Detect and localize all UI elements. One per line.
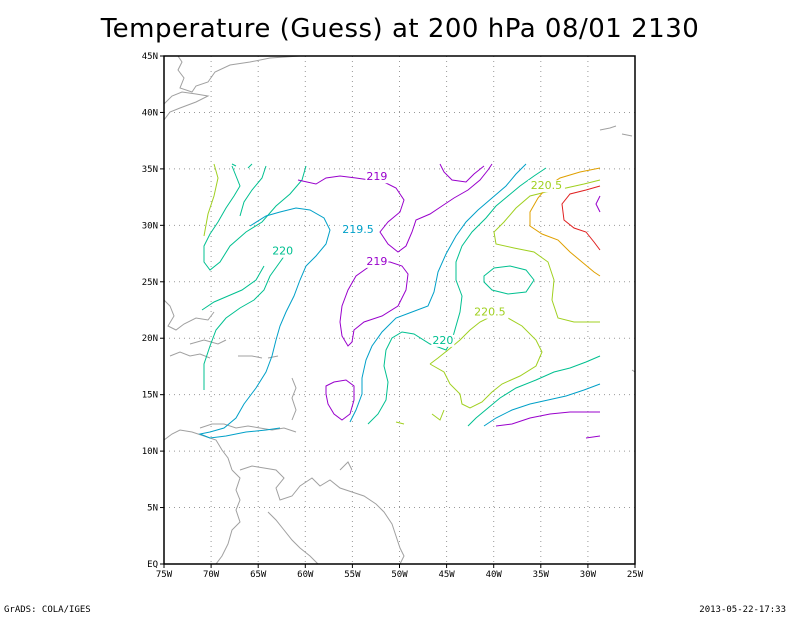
contour-219-north — [297, 163, 493, 253]
contour-220-lower — [203, 247, 291, 390]
lat-tick-label: 10N — [142, 447, 158, 457]
contour-220.5-east — [493, 179, 601, 323]
lon-tick-label: 35W — [533, 570, 550, 580]
footer-credit: GrADS: COLA/IGES — [4, 605, 91, 615]
contour-220.5-west — [203, 163, 219, 237]
lon-tick-label: 25W — [627, 570, 644, 580]
contour-label-bg — [527, 180, 565, 193]
map-frame — [163, 55, 636, 565]
lon-tick-label: 50W — [391, 570, 408, 580]
contour-219.5-north — [198, 207, 331, 439]
contour-label: 220 — [432, 334, 453, 347]
lon-tick-label: 40W — [486, 570, 503, 580]
contour-220-left — [201, 265, 265, 311]
axis-ticks: 75W 70W 65W 60W 55W 50W 45W 40W 35W 30W 25W EQ 5N 10N… — [142, 52, 644, 580]
contour-219-se2 — [585, 435, 601, 439]
contour-220-west — [203, 165, 307, 271]
contour-label: 220 — [272, 245, 293, 258]
lon-tick-label: 60W — [297, 570, 314, 580]
lon-tick-label: 45W — [438, 570, 455, 580]
contour-label-bg — [471, 306, 509, 319]
contour-lines — [198, 163, 601, 439]
contour-label-bg — [339, 224, 377, 237]
footer-timestamp: 2013-05-22-17:33 — [699, 605, 786, 615]
contour-label: 219 — [366, 170, 387, 183]
contour-label-bg — [431, 334, 455, 347]
lon-tick-label: 65W — [250, 570, 267, 580]
contour-220.5-south — [429, 315, 543, 409]
contour-label: 220.5 — [474, 306, 506, 319]
contour-220-east — [367, 167, 547, 425]
lat-tick-label: 30N — [142, 221, 158, 231]
contour-label: 220.5 — [531, 179, 563, 192]
contour-221.5 — [561, 185, 601, 251]
contour-220-mid — [239, 165, 267, 217]
lat-tick-label: 15N — [142, 391, 158, 401]
contour-220-ellipse — [483, 265, 535, 295]
lon-tick-label: 55W — [344, 570, 361, 580]
contour-221 — [529, 167, 601, 277]
contour-label: 219.5 — [342, 223, 374, 236]
lat-tick-label: EQ — [147, 560, 158, 570]
lat-tick-label: 5N — [147, 504, 158, 514]
lat-tick-label: 40N — [142, 108, 158, 118]
lat-tick-label: 20N — [142, 334, 158, 344]
lat-tick-label: 25N — [142, 278, 158, 288]
contour-219-ne — [439, 163, 485, 183]
map-grid — [164, 56, 635, 564]
lon-tick-label: 70W — [203, 570, 220, 580]
contour-labels: 219 219 219.5 220 220 220.5 220.5 — [271, 170, 565, 347]
contour-221.5-inner — [595, 195, 601, 213]
contour-label-bg — [365, 171, 389, 184]
map-title: Temperature (Guess) at 200 hPa 08/01 213… — [100, 14, 700, 44]
contour-220-se — [467, 355, 601, 427]
contour-220.5-bottom — [395, 421, 405, 425]
lon-tick-label: 30W — [580, 570, 597, 580]
contour-219-small — [325, 379, 355, 421]
lon-tick-label: 75W — [156, 570, 173, 580]
lat-tick-label: 45N — [142, 52, 158, 62]
lat-tick-label: 35N — [142, 165, 158, 175]
contour-219.5-se — [483, 383, 601, 427]
contour-219.5-mid — [349, 163, 527, 423]
contour-label: 219 — [366, 255, 387, 268]
contour-219-se — [495, 411, 600, 427]
coastlines — [164, 56, 635, 564]
contour-220.5-small — [431, 409, 445, 421]
contour-label-bg — [365, 255, 389, 268]
contour-219-south — [339, 261, 409, 347]
contour-label-bg — [271, 245, 295, 258]
